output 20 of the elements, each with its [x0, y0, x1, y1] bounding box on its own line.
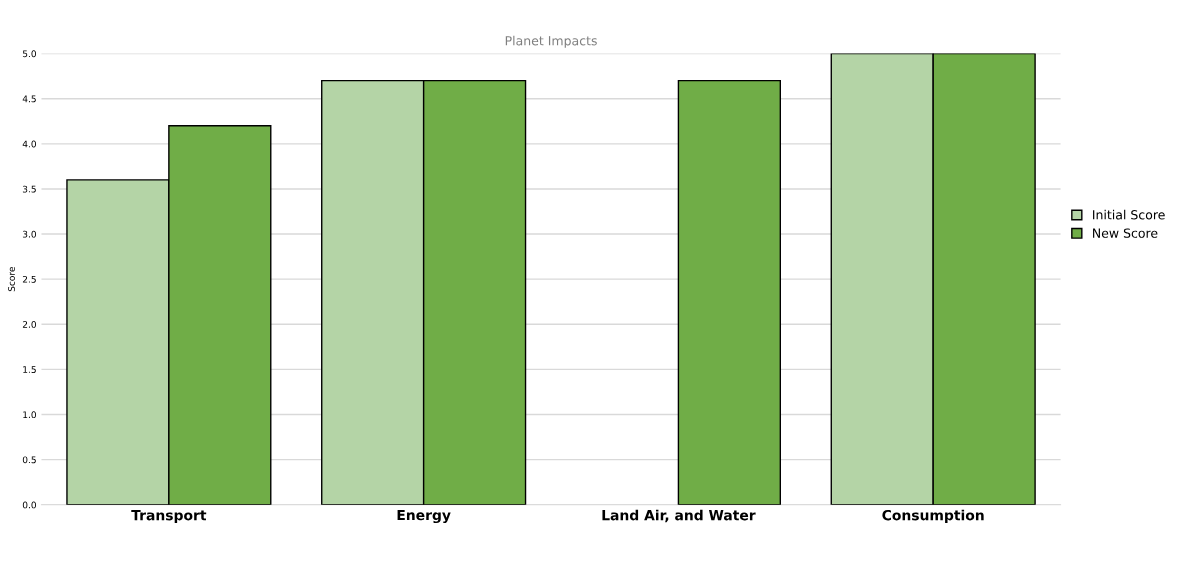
y-tick-label: 4.0 [22, 140, 37, 148]
y-tick-label: 3.5 [22, 185, 36, 193]
y-tick-label: 0.0 [22, 501, 37, 509]
bar [677, 79, 782, 505]
y-tick-label: 2.0 [22, 321, 37, 328]
y-axis-title: Score [8, 267, 15, 292]
y-tick-label: 3.0 [22, 230, 37, 238]
y-tick-label: 2.5 [22, 275, 36, 283]
legend-label: New Score [1093, 228, 1158, 238]
y-tick-label: 1.5 [23, 366, 36, 373]
legend-label: Initial Score [1093, 209, 1165, 220]
y-tick-label: 4.5 [22, 95, 36, 103]
chart-title: Planet Impacts [505, 35, 597, 48]
x-tick-label: Consumption [882, 509, 984, 524]
x-tick-label: Energy [397, 509, 451, 524]
x-tick-label: Transport [131, 510, 207, 524]
y-tick-label: 5.0 [22, 50, 37, 58]
y-tick-label: 0.5 [22, 456, 36, 464]
y-tick-label: 1.0 [23, 411, 37, 419]
x-tick-label: Land Air, and Water [602, 509, 756, 523]
